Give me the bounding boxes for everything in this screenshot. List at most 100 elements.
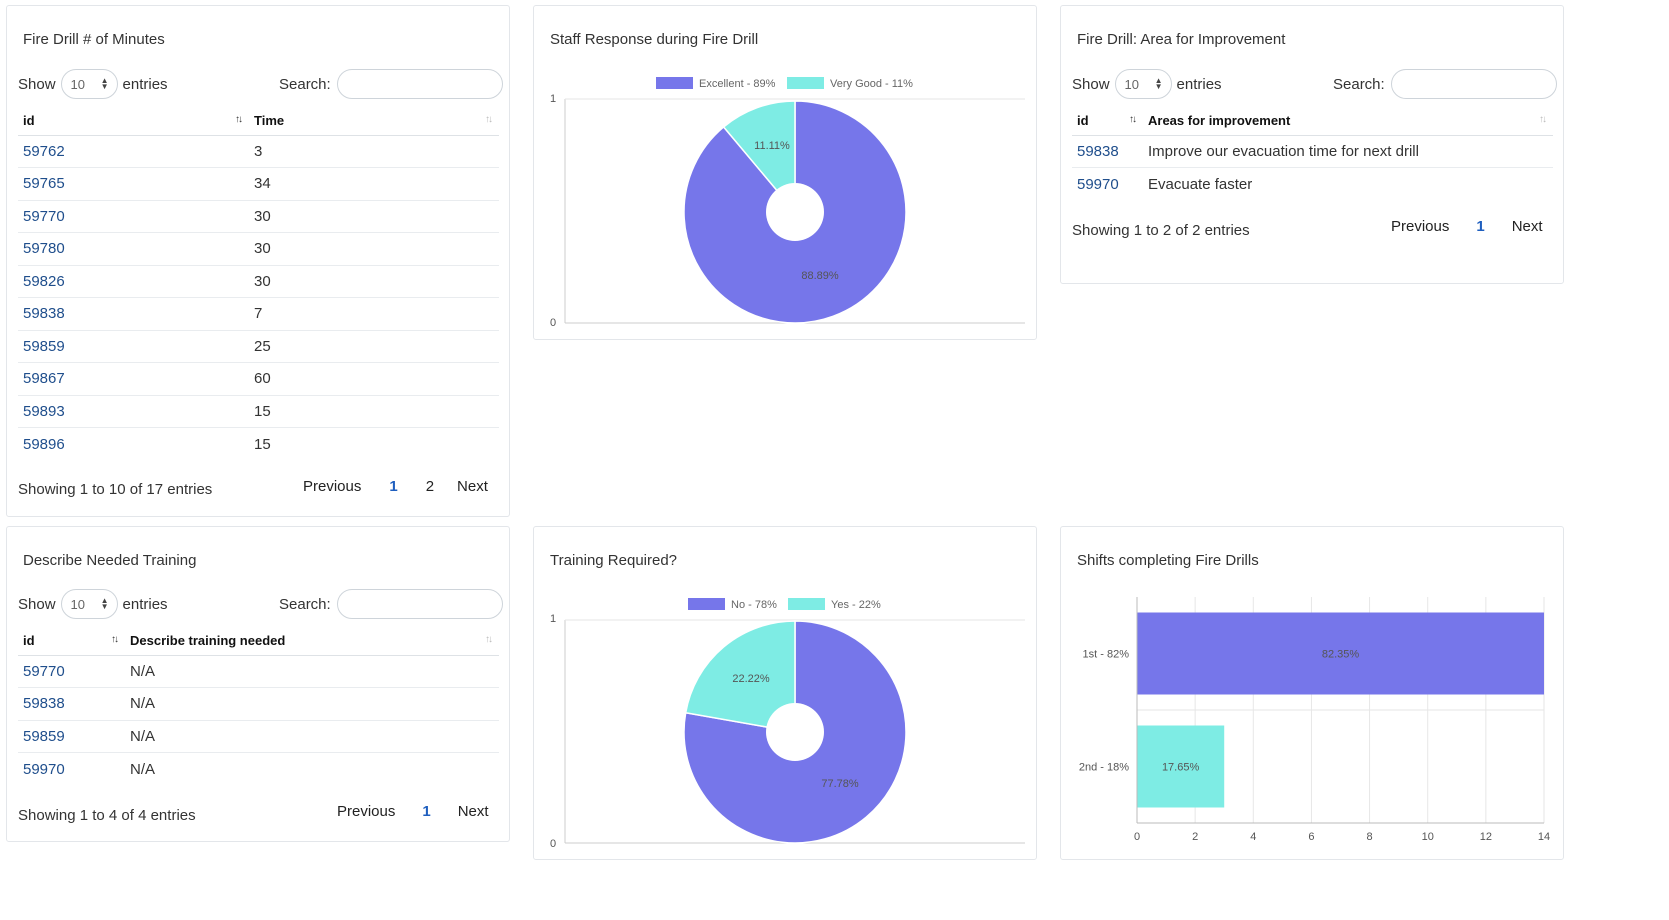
training-card: Describe Needed Training Show 10 ▲ ▼ entr… [6,526,510,842]
row-time: 3 [249,135,499,168]
entries-label: entries [1176,75,1222,93]
table-info: Showing 1 to 4 of 4 entries [18,807,196,824]
legend-swatch-no [688,598,725,610]
row-id-link[interactable]: 59838 [18,687,125,721]
x-tick-label: 8 [1367,831,1373,843]
show-label: Show [1072,75,1110,93]
minutes-card: Fire Drill # of Minutes Show 10 ▲ ▼ entri… [6,5,510,517]
search-input[interactable] [336,589,503,619]
card-title: Fire Drill # of Minutes [23,31,165,48]
row-time: 25 [249,330,499,363]
search-input[interactable] [1390,69,1557,99]
minutes-table: id ↑↓ Time ↑↓ 59762 3 59765 34 59770 30 59780 30 5… [18,106,499,460]
pie-slice-yes[interactable] [684,620,796,733]
donut-hole [766,183,824,241]
bar-data-label: 82.35% [1322,649,1360,661]
x-tick-label: 14 [1538,831,1550,843]
table-row: 59867 60 [18,362,499,396]
page-size-select[interactable]: 10 ▲ ▼ [1114,69,1172,99]
y-tick-1: 1 [550,613,556,625]
row-id-link[interactable]: 59893 [18,395,249,428]
row-id-link[interactable]: 59780 [18,232,249,266]
table-row: 59970 Evacuate faster [1072,168,1553,201]
page-1-button[interactable]: 1 [389,478,398,495]
next-button[interactable]: Next [1511,218,1543,235]
x-tick-label: 12 [1480,831,1492,843]
select-arrows-icon: ▲ ▼ [100,596,109,611]
row-training: N/A [125,687,499,721]
previous-button[interactable]: Previous [303,478,362,495]
page-1-button[interactable]: 1 [1476,218,1485,235]
sort-icon: ↑↓ [485,634,493,645]
row-id-link[interactable]: 59770 [18,200,249,233]
table-row: 59765 34 [18,167,499,201]
staff-response-card: Staff Response during Fire Drill Excelle… [533,5,1037,340]
pie-slice-very-good[interactable] [722,100,796,215]
show-label: Show [18,595,56,613]
training-required-card: Training Required? No - 78% Yes - 22% 1 … [533,526,1037,860]
previous-button[interactable]: Previous [1391,218,1450,235]
entries-label: entries [122,75,168,93]
page-1-button[interactable]: 1 [422,803,431,820]
sort-icon: ↑↓ [235,114,243,125]
table-row: 59859 N/A [18,720,499,753]
column-header-areas[interactable]: Areas for improvement ↑↓ [1143,106,1553,136]
page-size-select[interactable]: 10 ▲ ▼ [60,589,118,619]
bar-1[interactable] [1137,612,1544,695]
row-id-link[interactable]: 59765 [18,167,249,201]
row-id-link[interactable]: 59970 [23,760,65,778]
legend-label-yes: Yes - 22% [831,599,881,611]
search-control: Search: [279,69,503,99]
column-header-id[interactable]: id ↑↓ [18,626,125,656]
page-2-button[interactable]: 2 [425,478,435,495]
row-id-link[interactable]: 59970 [1077,175,1119,193]
sort-icon: ↑↓ [1539,114,1547,125]
row-id-link[interactable]: 59859 [18,330,249,363]
column-header-training[interactable]: Describe training needed ↑↓ [125,626,499,656]
card-title: Training Required? [550,552,678,569]
page-size-value: 10 [1124,76,1139,92]
page-size-select[interactable]: 10 ▲ ▼ [60,69,118,99]
training-table: id ↑↓ Describe training needed ↑↓ 59770 N/A… [18,626,499,785]
next-button[interactable]: Next [457,478,488,495]
row-id-link[interactable]: 59838 [1072,135,1143,168]
next-button[interactable]: Next [457,803,489,820]
row-id-link[interactable]: 59762 [18,135,249,168]
column-header-id[interactable]: id ↑↓ [1072,106,1143,136]
bar-data-label: 17.65% [1162,762,1200,774]
column-header-time[interactable]: Time ↑↓ [249,106,499,136]
card-title: Shifts completing Fire Drills [1077,552,1259,569]
pagination: Previous 1 Next [337,803,489,820]
row-id-link[interactable]: 59896 [23,435,65,453]
previous-button[interactable]: Previous [337,803,396,820]
row-id-link[interactable]: 59770 [18,655,125,688]
row-id-link[interactable]: 59867 [18,362,249,396]
entries-label: entries [122,595,168,613]
table-row: 59896 15 [18,428,499,461]
page-size-control: Show 10 ▲ ▼ entries [18,589,168,619]
legend-label-excellent: Excellent - 89% [699,78,776,90]
legend-label-very-good: Very Good - 11% [830,78,913,90]
table-row: 59893 15 [18,395,499,428]
slice-label-very-good: 11.11% [754,140,790,152]
category-label: 2nd - 18% [1079,762,1129,774]
row-id-link[interactable]: 59859 [18,720,125,753]
row-id-link[interactable]: 59826 [18,265,249,298]
column-header-id[interactable]: id ↑↓ [18,106,249,136]
table-row: 59970 N/A [18,753,499,786]
pagination: Previous 1 Next [1391,218,1543,235]
table-info: Showing 1 to 2 of 2 entries [1072,222,1250,239]
row-area: Evacuate faster [1148,175,1253,193]
search-label: Search: [279,595,331,613]
row-id-link[interactable]: 59838 [18,297,249,331]
row-time: 7 [249,297,499,331]
row-time: 15 [249,395,499,428]
search-input[interactable] [336,69,503,99]
show-label: Show [18,75,56,93]
table-row: 59780 30 [18,232,499,266]
bars: 82.35% 1st - 82% 17.65% 2nd - 18% [1079,612,1544,808]
bar-2[interactable] [1137,725,1225,808]
select-arrows-icon: ▲ ▼ [100,76,109,91]
card-title: Describe Needed Training [23,552,197,569]
row-time: 30 [249,232,499,266]
